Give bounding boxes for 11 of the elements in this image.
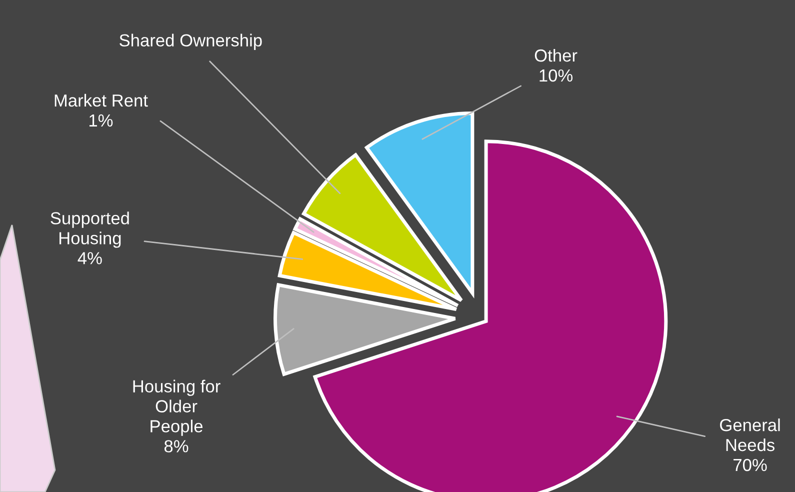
slice-label: Supported Housing [50, 212, 129, 248]
data-label: 4% [78, 252, 102, 264]
data-label: 70% [734, 458, 767, 472]
slice-label: Shared Ownership [120, 34, 262, 50]
slice-label: Market Rent [54, 94, 148, 107]
slice-label: Housing for Older People [133, 380, 220, 436]
slice-label: General Needs [720, 418, 780, 452]
data-label: 10% [540, 69, 573, 82]
data-label: 1% [90, 114, 113, 127]
data-label: 8% [164, 440, 188, 452]
slice-label: Other [534, 48, 578, 62]
